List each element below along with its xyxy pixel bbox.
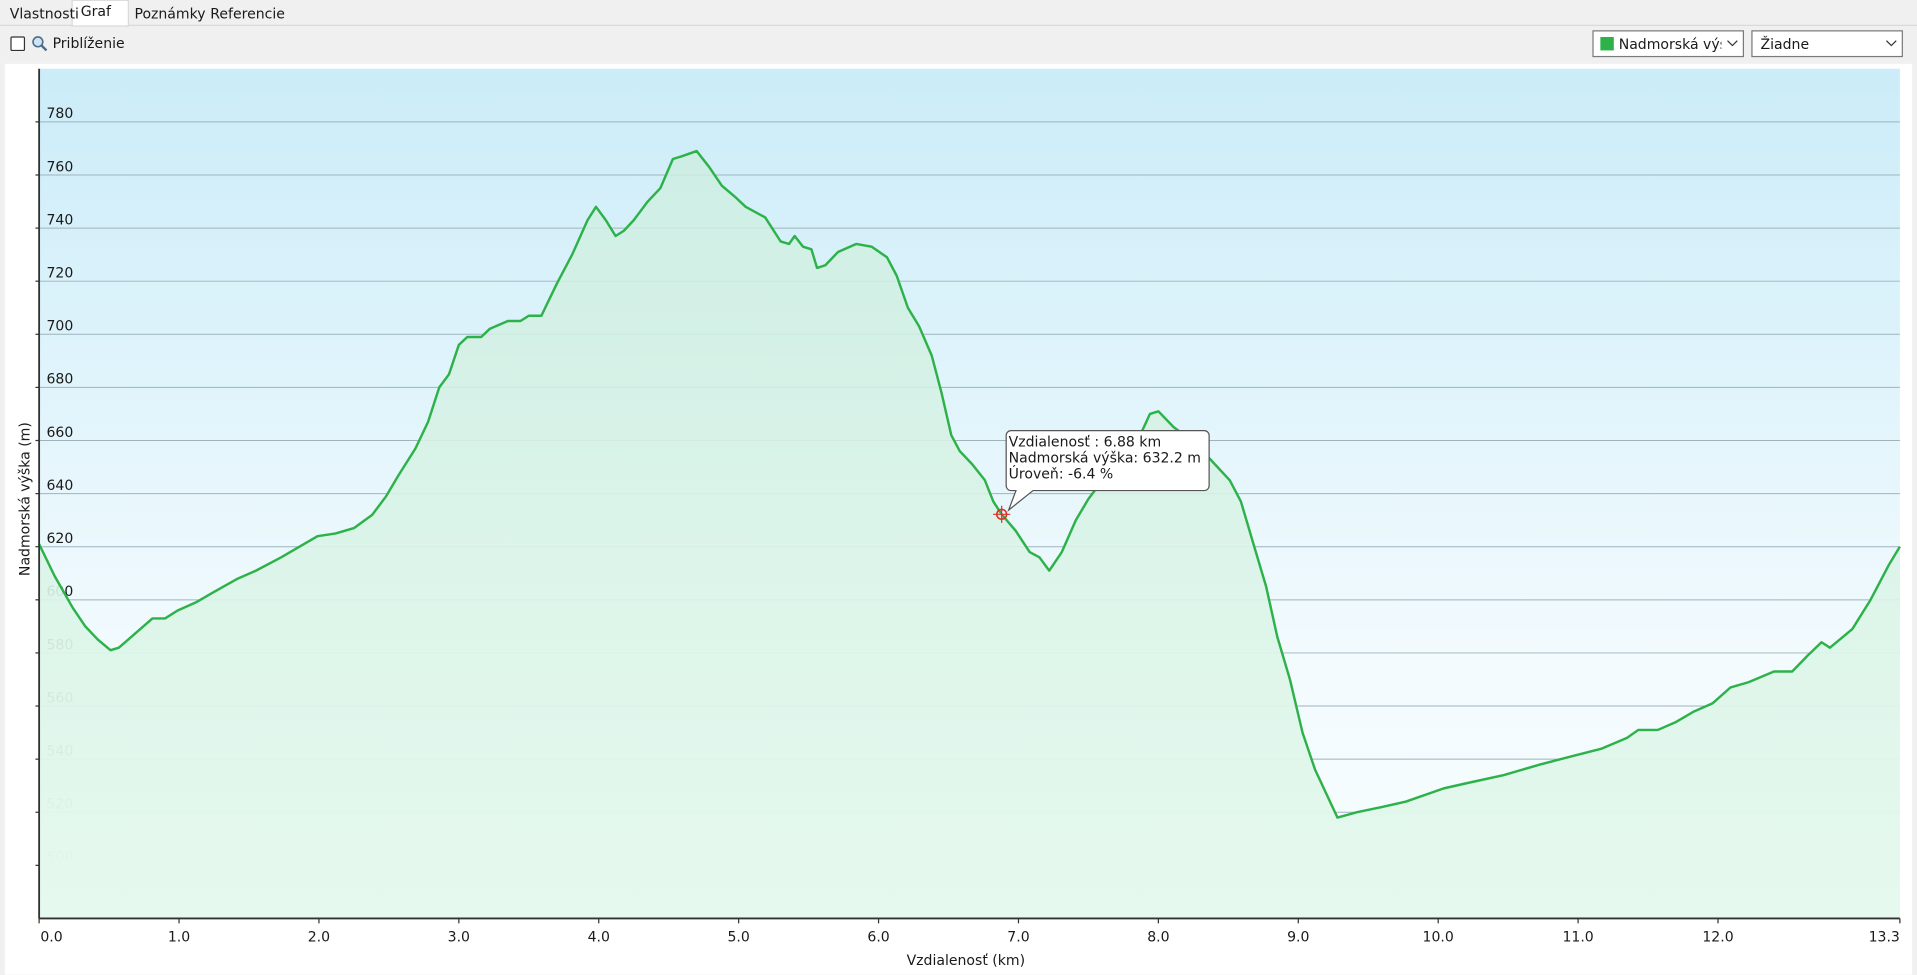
x-tick-label: 1.0	[168, 930, 190, 946]
y-tick-label: 740	[46, 212, 73, 228]
x-tick-label: 13.3	[1869, 930, 1900, 946]
secondary-select[interactable]	[1751, 30, 1903, 58]
x-tick-label: 3.0	[448, 930, 470, 946]
line	[38, 149, 1901, 819]
x-tick-label: 0.0	[40, 930, 62, 946]
tab[interactable]: Referencie	[210, 7, 285, 23]
x-tick-label: 6.0	[867, 930, 889, 946]
dropdown-arrow	[1886, 40, 1897, 47]
y-tick-label: 660	[46, 425, 73, 441]
tab-border	[0, 24, 1917, 26]
plot: 5005205405605806006206406606807007207407…	[35, 68, 1901, 946]
x-tick-label: 11.0	[1562, 930, 1593, 946]
y-tick-label: 760	[46, 159, 73, 175]
y-tick-label: 640	[46, 478, 73, 494]
tooltip-line: Nadmorská výška: 632.2 m	[1009, 450, 1201, 466]
x-tick-label: 5.0	[727, 930, 749, 946]
y-tick-label: 780	[46, 106, 73, 122]
y-tick-label: 700	[46, 319, 73, 335]
tab[interactable]: Vlastnosti	[10, 7, 79, 23]
checkbox[interactable]	[10, 36, 26, 52]
tooltip-line: Úroveň: -6.4 %	[1009, 464, 1114, 482]
tab-active[interactable]	[71, 0, 129, 27]
series-select[interactable]	[1592, 30, 1745, 58]
x-tick-label: 10.0	[1423, 930, 1454, 946]
secondary-select-text[interactable]: Žiadne	[1761, 35, 1810, 53]
tooltip-line: Vzdialenosť : 6.88 km	[1009, 435, 1162, 451]
y-tick-label: 620	[46, 531, 73, 547]
x-tick-label: 7.0	[1007, 930, 1029, 946]
area	[39, 151, 1900, 919]
cursor-cross	[993, 505, 1011, 523]
zoom-icon	[32, 36, 44, 48]
zoom-icon-handle	[40, 44, 48, 52]
series-swatch	[1600, 36, 1614, 51]
x-tick-label: 2.0	[308, 930, 330, 946]
series-select-text[interactable]: Nadmorská výška	[1619, 37, 1744, 53]
x-tick-label: 8.0	[1147, 930, 1169, 946]
y-tick-label: 720	[46, 266, 73, 282]
x-tick-label: 9.0	[1287, 930, 1309, 946]
dropdown-arrow	[1727, 40, 1738, 47]
zoom-label[interactable]: Priblíženie	[53, 36, 125, 52]
x-axis-label: Vzdialenosť (km)	[907, 953, 1026, 969]
x-tick-label: 4.0	[588, 930, 610, 946]
tab[interactable]: Graf	[81, 4, 112, 20]
tooltip: Vzdialenosť : 6.88 km Nadmorská výška: 6…	[1005, 430, 1210, 512]
tab[interactable]: Poznámky	[134, 7, 205, 23]
y-axis-label: Nadmorská výška (m)	[17, 422, 33, 576]
y-tick-label: 680	[46, 372, 73, 388]
tooltip-box	[1005, 430, 1210, 512]
x-tick-label: 12.0	[1702, 930, 1733, 946]
